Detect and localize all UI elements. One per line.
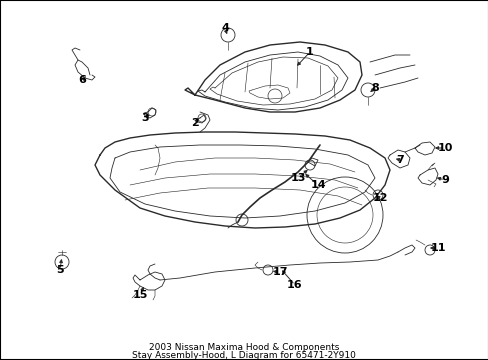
Text: 5: 5: [56, 265, 63, 275]
Text: 1: 1: [305, 47, 313, 57]
Text: 2003 Nissan Maxima Hood & Components: 2003 Nissan Maxima Hood & Components: [148, 343, 339, 352]
Text: 10: 10: [436, 143, 452, 153]
Text: 6: 6: [78, 75, 86, 85]
Text: 14: 14: [309, 180, 325, 190]
Text: 4: 4: [221, 23, 228, 33]
Text: 2: 2: [191, 118, 199, 128]
Text: 15: 15: [132, 290, 147, 300]
Text: 8: 8: [370, 83, 378, 93]
Text: 13: 13: [290, 173, 305, 183]
Text: 7: 7: [395, 155, 403, 165]
Text: 9: 9: [440, 175, 448, 185]
Text: 17: 17: [272, 267, 287, 277]
Text: 3: 3: [141, 113, 148, 123]
Text: 16: 16: [286, 280, 302, 290]
Text: Stay Assembly-Hood, L Diagram for 65471-2Y910: Stay Assembly-Hood, L Diagram for 65471-…: [132, 351, 355, 360]
Text: 12: 12: [371, 193, 387, 203]
Text: 11: 11: [429, 243, 445, 253]
